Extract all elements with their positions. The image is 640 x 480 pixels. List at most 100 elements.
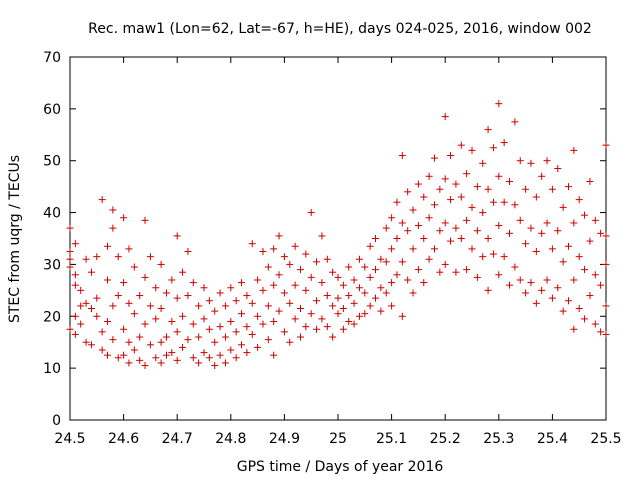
data-point [114, 253, 122, 261]
data-point [71, 330, 79, 338]
data-point [388, 279, 396, 287]
x-tick-label: 24.9 [269, 431, 300, 447]
data-point [318, 279, 326, 287]
data-point [248, 330, 256, 338]
data-point [114, 354, 122, 362]
data-point [168, 276, 176, 284]
data-point [586, 292, 594, 300]
data-point [66, 255, 74, 263]
data-point [548, 294, 556, 302]
data-point [575, 253, 583, 261]
data-point [259, 286, 267, 294]
data-point [146, 253, 154, 261]
data-point [98, 328, 106, 336]
data-point [500, 198, 508, 206]
data-point [441, 260, 449, 268]
data-point [130, 346, 138, 354]
data-point [495, 271, 503, 279]
chart-title: Rec. maw1 (Lon=62, Lat=-67, h=HE), days … [88, 21, 592, 37]
data-point [398, 258, 406, 266]
y-tick-label: 20 [43, 309, 61, 325]
data-point [184, 336, 192, 344]
data-point [404, 227, 412, 235]
data-point [516, 216, 524, 224]
data-point [87, 305, 95, 313]
data-point [270, 281, 278, 289]
data-point [141, 273, 149, 281]
y-axis-label: STEC from uqrg / TECUs [7, 155, 23, 323]
data-point [527, 279, 535, 287]
data-point [82, 255, 90, 263]
data-point [447, 237, 455, 245]
data-point [248, 240, 256, 248]
data-point [484, 126, 492, 134]
data-point [307, 310, 315, 318]
data-point [382, 289, 390, 297]
data-point [286, 260, 294, 268]
data-point [114, 292, 122, 300]
data-point [527, 224, 535, 232]
data-point [345, 317, 353, 325]
data-point [398, 312, 406, 320]
data-point [189, 279, 197, 287]
data-point [136, 292, 144, 300]
data-point [104, 242, 112, 250]
data-point [221, 302, 229, 310]
data-point [366, 302, 374, 310]
data-point [457, 235, 465, 242]
data-point [302, 323, 310, 331]
data-point [345, 263, 353, 271]
data-point [307, 209, 315, 217]
data-point [130, 263, 138, 271]
data-point [393, 271, 401, 279]
data-point [146, 302, 154, 310]
data-point [506, 229, 514, 237]
data-point [441, 113, 449, 121]
data-point [270, 245, 278, 253]
data-point [479, 253, 487, 261]
data-point [441, 175, 449, 183]
data-point [597, 281, 605, 289]
data-point [71, 271, 79, 279]
data-point [318, 232, 326, 240]
data-point [238, 341, 246, 349]
data-point [162, 351, 170, 359]
data-point [141, 320, 149, 328]
data-point [586, 177, 594, 185]
plot-frame [69, 56, 607, 421]
data-point [243, 349, 251, 357]
data-point [77, 320, 85, 328]
data-point [286, 299, 294, 307]
data-point [264, 336, 272, 344]
data-point [104, 351, 112, 359]
data-point [162, 289, 170, 297]
data-point [125, 245, 133, 253]
data-point [323, 292, 331, 300]
data-point [173, 328, 181, 336]
data-point [280, 328, 288, 336]
data-point [463, 170, 471, 178]
data-point [152, 284, 160, 292]
data-point [66, 325, 74, 333]
data-point [157, 305, 165, 313]
data-point [516, 276, 524, 284]
data-point [87, 268, 95, 276]
data-point [243, 323, 251, 331]
data-point [339, 325, 347, 333]
data-point [270, 351, 278, 359]
data-point [554, 164, 562, 172]
data-point [355, 284, 363, 292]
data-point [564, 242, 572, 250]
y-axis-ticks: 0 10 20 30 40 50 60 70 [43, 50, 606, 429]
data-point [109, 336, 117, 344]
data-point [355, 312, 363, 320]
data-point [296, 266, 304, 274]
data-point [275, 307, 283, 315]
data-point [275, 232, 283, 240]
data-point [602, 302, 610, 310]
data-point [350, 276, 358, 284]
data-point [168, 349, 176, 357]
data-point [211, 362, 219, 370]
data-point [200, 284, 208, 292]
data-point [414, 180, 422, 188]
